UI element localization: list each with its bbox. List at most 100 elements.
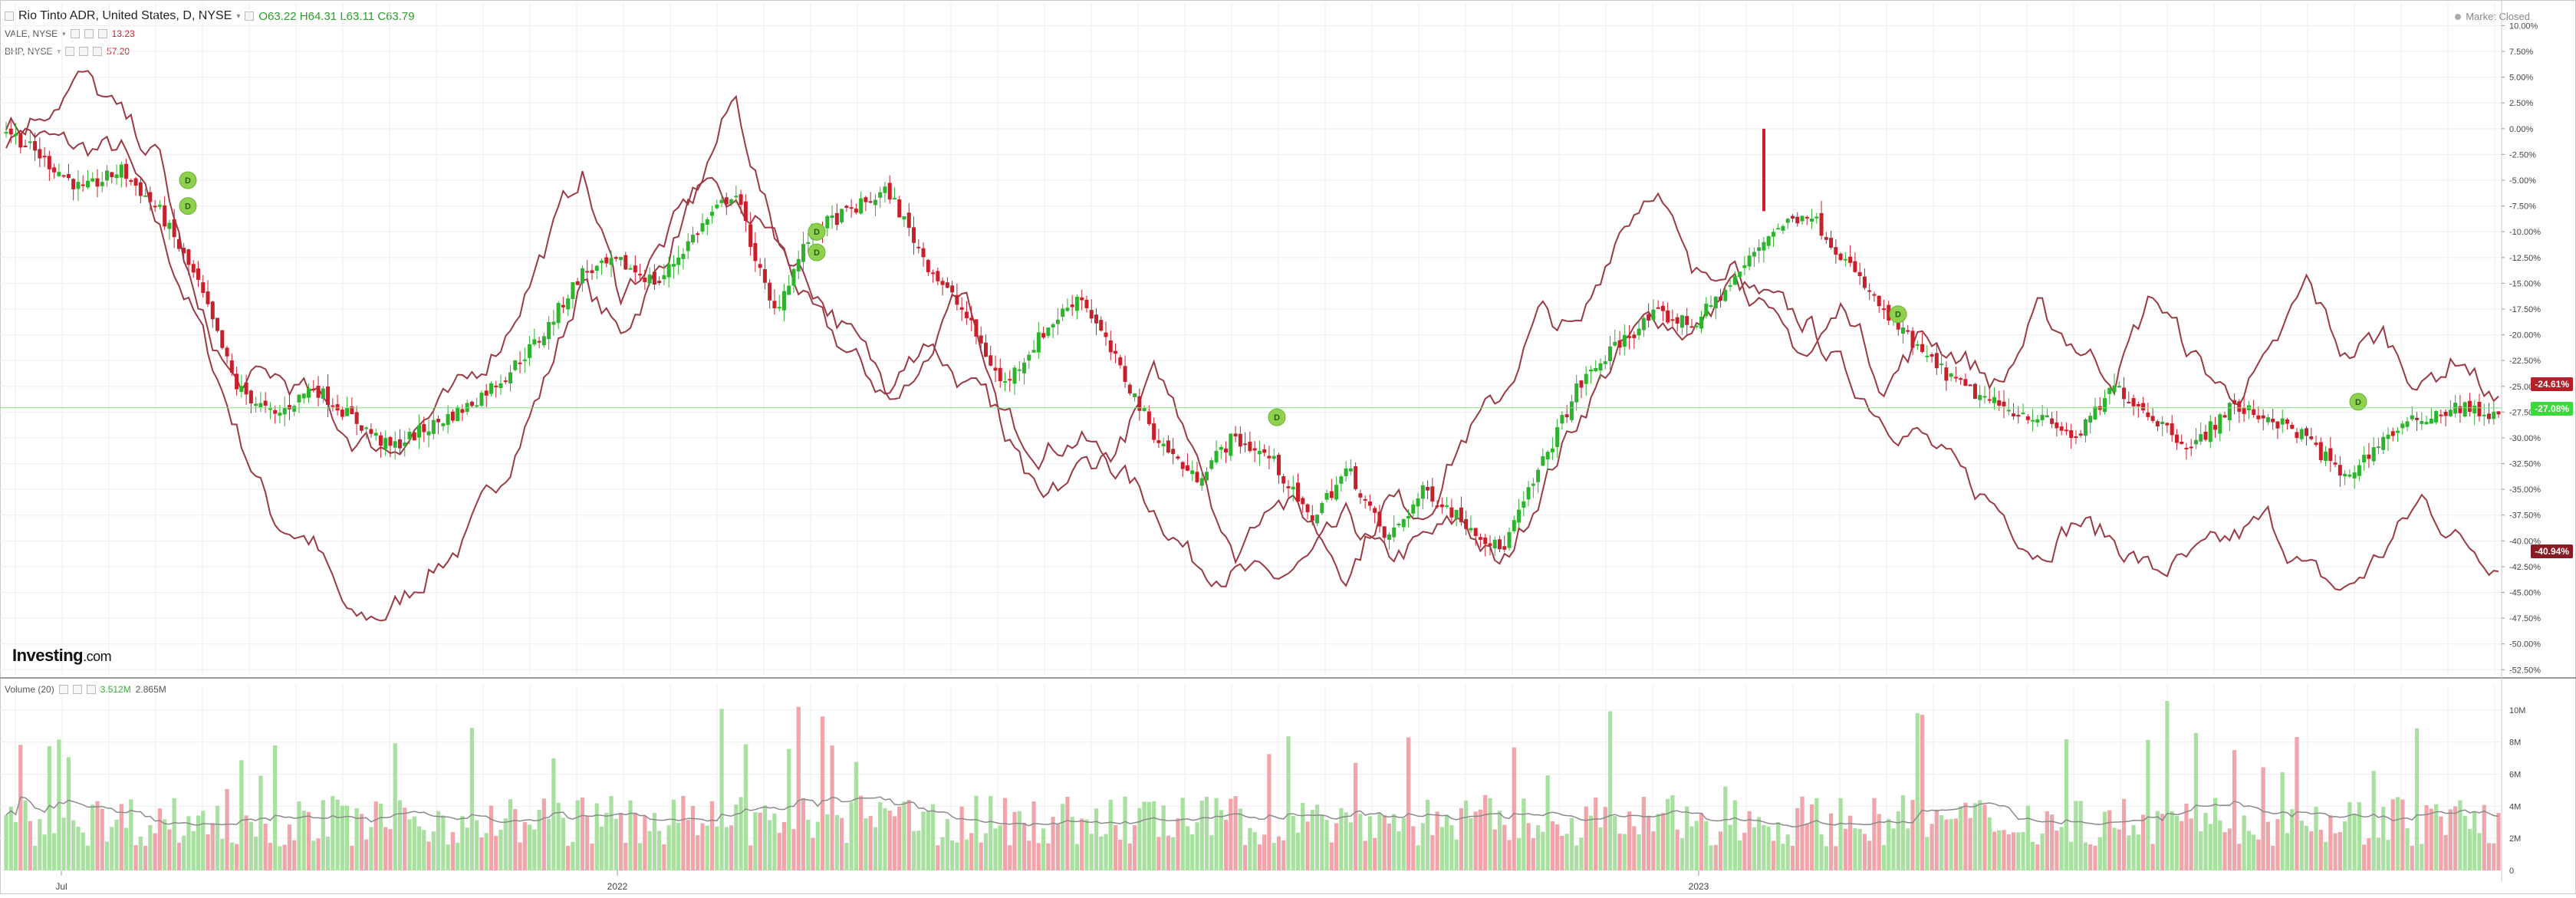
volume-bar bbox=[1910, 800, 1915, 870]
candle-body bbox=[335, 404, 340, 411]
volume-bar bbox=[1046, 843, 1051, 870]
y-tick-label: -10.00% bbox=[2509, 228, 2541, 237]
candle-body bbox=[892, 198, 897, 200]
candle-body bbox=[777, 307, 781, 309]
candle-body bbox=[239, 386, 244, 392]
candle-body bbox=[719, 199, 724, 203]
candle-body bbox=[2078, 433, 2083, 436]
hide-icon[interactable] bbox=[72, 685, 82, 694]
candle-body bbox=[983, 342, 988, 357]
candle-body bbox=[1276, 455, 1281, 475]
dropdown-arrow-icon[interactable]: ▾ bbox=[57, 47, 61, 55]
candle-body bbox=[2314, 442, 2318, 446]
candle-body bbox=[2174, 434, 2179, 443]
candle-body bbox=[1713, 296, 1718, 308]
y-tick-label: 7.50% bbox=[2509, 48, 2533, 57]
volume-bar bbox=[950, 840, 955, 870]
volume-label[interactable]: Volume (20) bbox=[5, 684, 54, 695]
volume-bar bbox=[974, 795, 979, 870]
volume-bar bbox=[902, 801, 906, 870]
compare-name[interactable]: VALE, NYSE bbox=[5, 28, 58, 39]
dropdown-arrow-icon[interactable]: ▾ bbox=[62, 29, 66, 38]
volume-bar bbox=[2045, 811, 2049, 870]
volume-bar bbox=[1949, 819, 1953, 870]
volume-bar bbox=[1334, 823, 1339, 870]
volume-bar bbox=[522, 822, 527, 870]
candle-body bbox=[1334, 485, 1339, 500]
candle-body bbox=[1459, 507, 1463, 522]
volume-bar bbox=[811, 837, 815, 870]
candle-body bbox=[1555, 426, 1560, 447]
candle-body bbox=[1579, 380, 1584, 388]
volume-bar bbox=[2347, 802, 2352, 870]
volume-bar bbox=[306, 811, 311, 870]
volume-bar bbox=[820, 716, 825, 870]
volume-bar bbox=[801, 798, 806, 870]
volume-bar bbox=[2078, 801, 2083, 870]
candle-body bbox=[345, 407, 350, 416]
collapse-toggle-icon[interactable] bbox=[5, 12, 14, 21]
volume-bar bbox=[1113, 824, 1118, 870]
volume-bar bbox=[1425, 799, 1430, 870]
volume-bar bbox=[1272, 843, 1276, 870]
candle-body bbox=[1896, 321, 1900, 330]
candle-body bbox=[1310, 515, 1314, 521]
volume-bar bbox=[2390, 799, 2395, 870]
dividend-marker bbox=[179, 171, 197, 189]
candle-body bbox=[969, 317, 974, 321]
hide-icon[interactable] bbox=[84, 29, 94, 38]
close-icon[interactable] bbox=[97, 29, 107, 38]
candle-body bbox=[95, 178, 100, 187]
volume-bar bbox=[787, 748, 791, 870]
candle-body bbox=[1857, 271, 1862, 276]
candle-body bbox=[38, 149, 42, 159]
ohlc-readout: O63.22 H64.31 L63.11 C63.79 bbox=[258, 10, 414, 23]
volume-bar bbox=[2246, 831, 2251, 870]
candle-body bbox=[254, 403, 258, 406]
dividend-marker bbox=[179, 197, 197, 215]
volume-bar bbox=[1732, 800, 1737, 870]
volume-bar bbox=[916, 831, 921, 870]
volume-bar bbox=[123, 827, 129, 870]
dropdown-arrow-icon[interactable]: ▾ bbox=[236, 12, 241, 21]
settings-icon[interactable] bbox=[58, 685, 68, 694]
volume-bar bbox=[2064, 738, 2069, 870]
volume-bar bbox=[354, 808, 359, 870]
candle-body bbox=[1862, 276, 1867, 288]
volume-bar bbox=[1675, 829, 1679, 870]
candle-body bbox=[945, 282, 949, 288]
volume-bar bbox=[1795, 808, 1800, 870]
candle-body bbox=[1992, 396, 1996, 403]
chart-title[interactable]: Rio Tinto ADR, United States, D, NYSE bbox=[18, 9, 232, 22]
volume-bar bbox=[1430, 834, 1435, 870]
volume-bar bbox=[2088, 844, 2093, 870]
volume-bar bbox=[129, 799, 133, 870]
volume-bar bbox=[503, 818, 508, 870]
candle-body bbox=[143, 195, 148, 197]
candle-body bbox=[1982, 396, 1987, 398]
volume-bar bbox=[743, 744, 748, 870]
settings-icon[interactable] bbox=[70, 29, 80, 38]
volume-bar bbox=[2193, 732, 2199, 870]
candle-body bbox=[2410, 415, 2414, 419]
candle-body bbox=[2242, 408, 2246, 414]
candle-body bbox=[1637, 328, 1641, 336]
volume-bar bbox=[1666, 798, 1670, 870]
candle-body bbox=[1027, 354, 1031, 361]
volume-bar bbox=[1555, 824, 1560, 870]
candle-body bbox=[42, 156, 47, 158]
candle-body bbox=[47, 156, 51, 169]
volume-bar bbox=[2035, 844, 2040, 870]
dividend-marker-label: D bbox=[185, 202, 191, 212]
candle-body bbox=[1114, 350, 1118, 354]
candle-body bbox=[282, 407, 287, 415]
candle-body bbox=[2271, 418, 2275, 423]
volume-bar bbox=[1281, 840, 1286, 870]
volume-bar bbox=[2371, 771, 2376, 870]
volume-bar bbox=[1968, 817, 1972, 870]
volume-bar bbox=[2492, 843, 2496, 870]
close-icon[interactable] bbox=[86, 685, 96, 694]
volume-bar bbox=[32, 845, 38, 870]
volume-bar bbox=[301, 811, 306, 870]
